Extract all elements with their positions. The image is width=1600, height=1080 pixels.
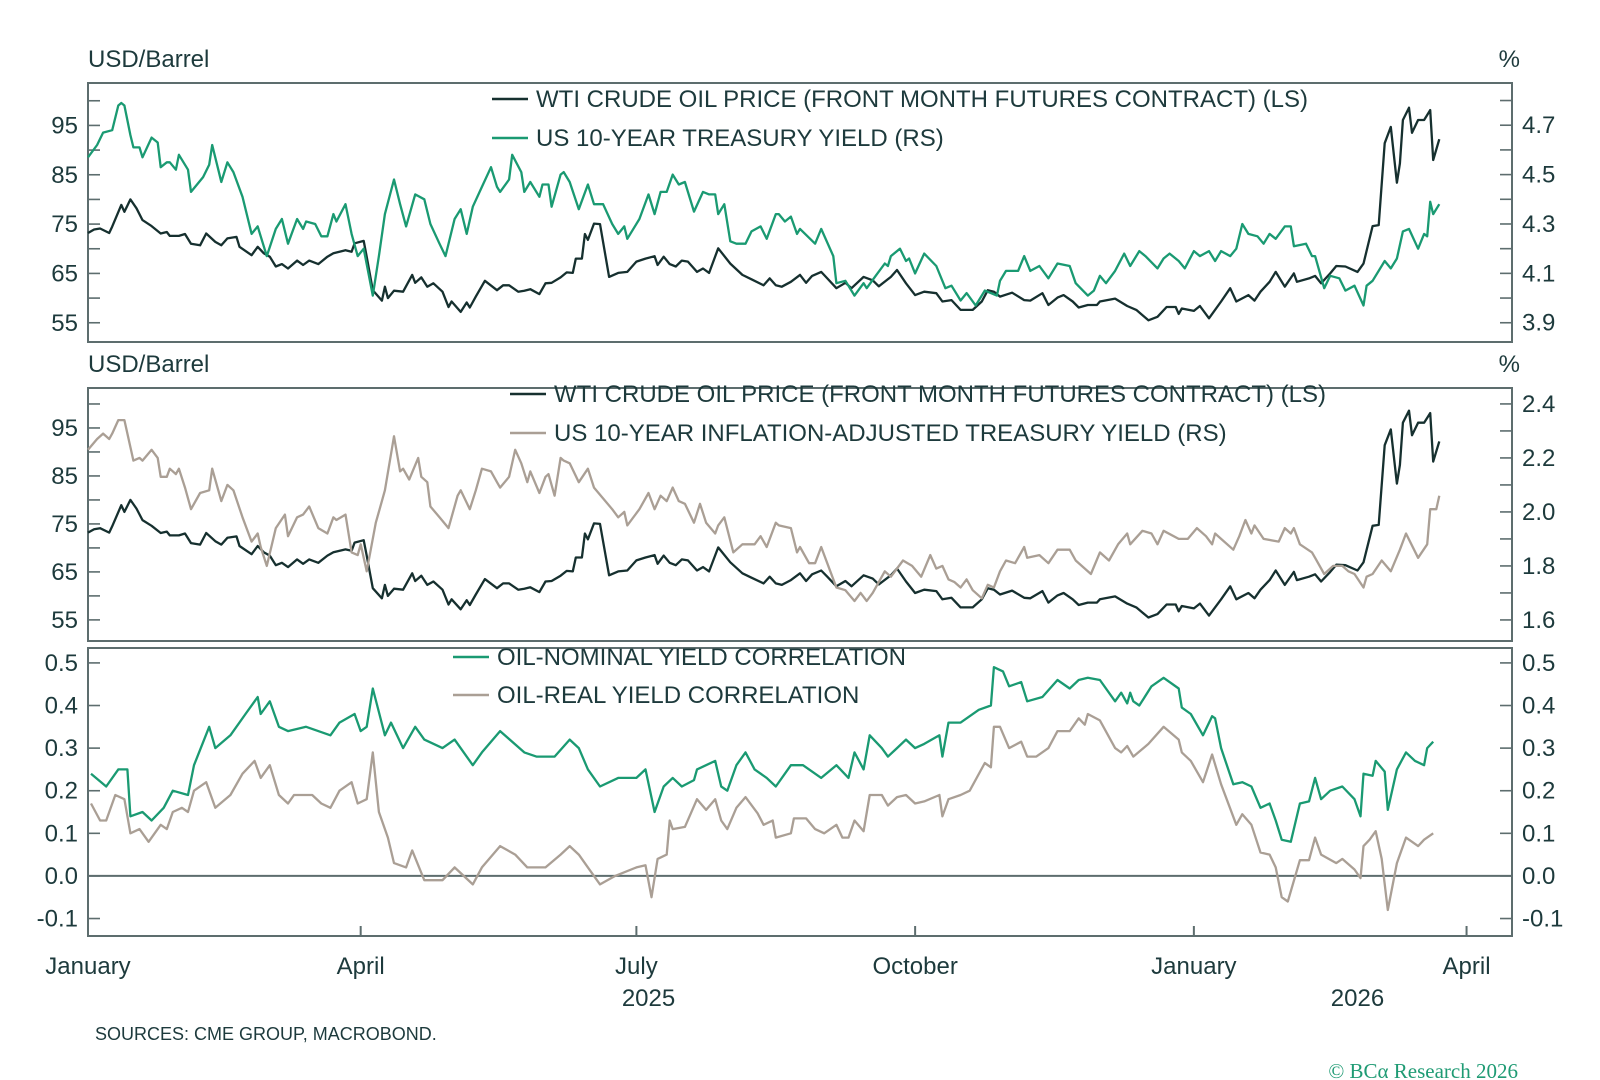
right-axis-tick-label: 4.3 xyxy=(1522,211,1555,238)
left-axis-tick-label: 65 xyxy=(51,260,78,287)
chart-panels: 95 85 75 65 55 USD/Barrel 4.7 4.5 4.3 4.1 3.9% WTI … xyxy=(37,46,1563,937)
x-axis-month-label: April xyxy=(1443,953,1491,980)
x-axis: January April July October January April 2025 2… xyxy=(45,926,1491,1012)
right-axis-tick-label: 0.2 xyxy=(1522,778,1555,805)
panel-1: 95 85 75 65 55 USD/Barrel 4.7 4.5 4.3 4.1 3.9% WTI … xyxy=(51,46,1555,343)
left-axis-unit-label: USD/Barrel xyxy=(88,46,209,73)
left-axis-tick-label: 95 xyxy=(51,415,78,442)
legend-label: WTI CRUDE OIL PRICE (FRONT MONTH FUTURES… xyxy=(554,381,1326,408)
panel-2: 95 85 75 65 55 USD/Barrel 2.4 2.2 2.0 1.8 1.6% WTI … xyxy=(51,351,1555,642)
left-axis-tick-label: 85 xyxy=(51,162,78,189)
legend-label: OIL-NOMINAL YIELD CORRELATION xyxy=(497,644,906,671)
legend-label: US 10-YEAR INFLATION-ADJUSTED TREASURY Y… xyxy=(554,420,1227,447)
right-axis-unit-label: % xyxy=(1499,46,1520,73)
copyright-logo: © BCα Research 2026 xyxy=(1328,1059,1518,1080)
left-axis-tick-label: -0.1 xyxy=(37,906,78,933)
right-axis-tick-label: 1.8 xyxy=(1522,553,1555,580)
series-line-1 xyxy=(90,666,1435,843)
left-axis-tick-label: 75 xyxy=(51,511,78,538)
left-axis-tick-label: 0.3 xyxy=(45,735,78,762)
x-axis-month-label: January xyxy=(45,953,130,980)
left-axis-unit-label: USD/Barrel xyxy=(88,351,209,378)
plot-frame xyxy=(87,387,1513,642)
x-axis-year-label: 2025 xyxy=(622,985,675,1012)
x-axis-month-label: July xyxy=(615,953,658,980)
legend-label: US 10-YEAR TREASURY YIELD (RS) xyxy=(536,125,944,152)
x-axis-month-label: October xyxy=(872,953,957,980)
sources-note: SOURCES: CME GROUP, MACROBOND. xyxy=(95,1024,437,1044)
right-axis-tick-label: 0.0 xyxy=(1522,863,1555,890)
x-axis-month-label: January xyxy=(1151,953,1236,980)
plot-frame xyxy=(87,647,1513,937)
right-axis-tick-label: 3.9 xyxy=(1522,310,1555,337)
left-axis-tick-label: 0.5 xyxy=(45,650,78,677)
panel-3: 0.5 0.4 0.3 0.2 0.1 0.0 -0.1 0.5 0.4 0.3 0.2 0.1 0.0… xyxy=(37,644,1563,937)
left-axis-tick-label: 55 xyxy=(51,310,78,337)
left-axis-tick-label: 65 xyxy=(51,559,78,586)
x-axis-year-label: 2026 xyxy=(1331,985,1384,1012)
right-axis-tick-label: -0.1 xyxy=(1522,906,1563,933)
right-axis-tick-label: 2.0 xyxy=(1522,499,1555,526)
series-line-2 xyxy=(89,712,1434,912)
right-axis-tick-label: 1.6 xyxy=(1522,607,1555,634)
left-axis-tick-label: 0.2 xyxy=(45,778,78,805)
right-axis-tick-label: 0.4 xyxy=(1522,693,1555,720)
left-axis-tick-label: 75 xyxy=(51,211,78,238)
left-axis-tick-label: 55 xyxy=(51,607,78,634)
right-axis-tick-label: 0.5 xyxy=(1522,650,1555,677)
right-axis-tick-label: 2.2 xyxy=(1522,445,1555,472)
right-axis-tick-label: 4.5 xyxy=(1522,162,1555,189)
right-axis-tick-label: 2.4 xyxy=(1522,391,1555,418)
series-line-1 xyxy=(87,106,1441,322)
plot-frame xyxy=(87,82,1513,343)
right-axis-tick-label: 4.7 xyxy=(1522,112,1555,139)
right-axis-unit-label: % xyxy=(1499,351,1520,378)
legend-label: OIL-REAL YIELD CORRELATION xyxy=(497,682,859,709)
left-axis-tick-label: 85 xyxy=(51,463,78,490)
left-axis-tick-label: 0.0 xyxy=(45,863,78,890)
legend-label: WTI CRUDE OIL PRICE (FRONT MONTH FUTURES… xyxy=(536,86,1308,113)
left-axis-tick-label: 0.1 xyxy=(45,820,78,847)
left-axis-tick-label: 0.4 xyxy=(45,693,78,720)
right-axis-tick-label: 0.3 xyxy=(1522,735,1555,762)
right-axis-tick-label: 4.1 xyxy=(1522,260,1555,287)
right-axis-tick-label: 0.1 xyxy=(1522,820,1555,847)
series-line-2 xyxy=(87,101,1441,307)
series-line-1 xyxy=(87,409,1441,619)
x-axis-month-label: April xyxy=(337,953,385,980)
series-line-2 xyxy=(87,418,1441,603)
left-axis-tick-label: 95 xyxy=(51,112,78,139)
